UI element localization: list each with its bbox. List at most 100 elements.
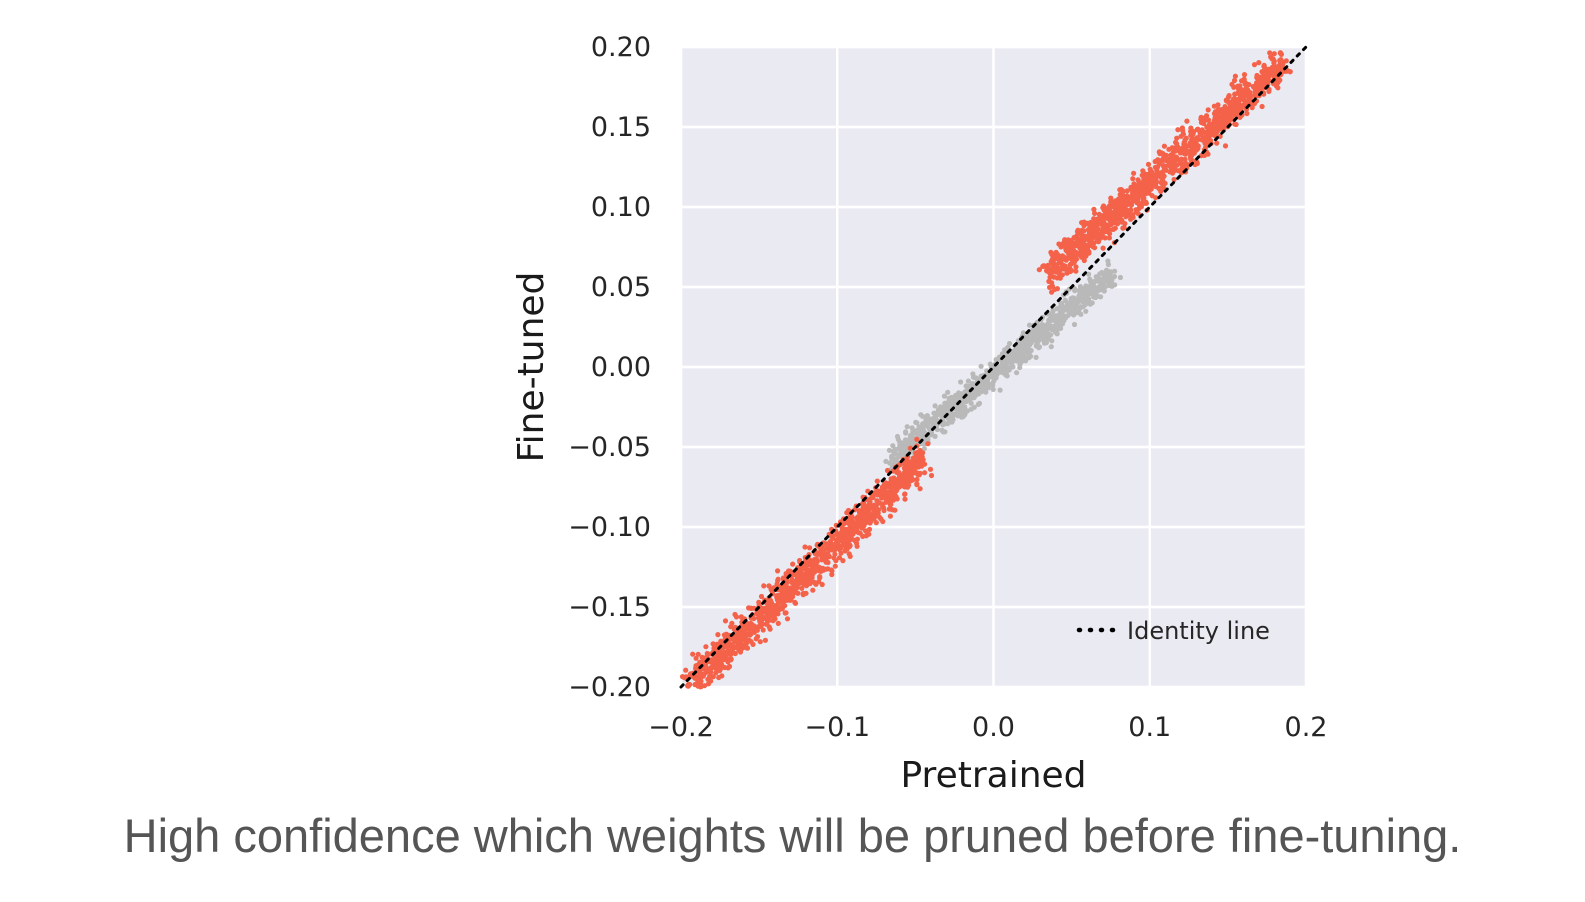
scatter-point xyxy=(1152,158,1158,165)
scatter-point xyxy=(1068,267,1075,274)
scatter-point xyxy=(815,551,821,557)
scatter-point xyxy=(988,372,994,378)
scatter-point xyxy=(846,551,852,557)
scatter-point xyxy=(757,639,763,645)
scatter-point xyxy=(999,360,1005,366)
scatter-point xyxy=(1014,352,1021,358)
scatter-point xyxy=(901,440,907,446)
scatter-point xyxy=(1076,297,1082,303)
scatter-point xyxy=(908,436,914,442)
scatter-point xyxy=(924,413,930,419)
scatter-point xyxy=(695,651,701,657)
scatter-point xyxy=(696,679,702,685)
scatter-point xyxy=(1098,294,1104,300)
scatter-point xyxy=(917,470,923,476)
scatter-point xyxy=(1131,170,1137,176)
scatter-point xyxy=(1222,143,1229,149)
scatter-point xyxy=(902,496,908,502)
scatter-point xyxy=(1049,280,1055,286)
scatter-point xyxy=(872,513,878,520)
scatter-point xyxy=(758,593,765,600)
scatter-point xyxy=(1112,200,1119,206)
scatter-point xyxy=(1161,143,1167,149)
scatter-point xyxy=(1170,152,1176,158)
x-tick-label: −0.2 xyxy=(648,712,714,743)
scatter-point xyxy=(825,566,831,572)
scatter-point xyxy=(845,528,851,534)
scatter-point xyxy=(1117,274,1123,281)
scatter-point xyxy=(809,566,815,572)
scatter-point xyxy=(741,623,747,629)
scatter-point xyxy=(790,561,796,567)
scatter-point xyxy=(852,537,858,544)
scatter-point xyxy=(953,411,959,417)
scatter-point xyxy=(1064,270,1070,276)
scatter-point xyxy=(1182,137,1188,143)
scatter-point xyxy=(904,424,910,430)
scatter-point xyxy=(861,502,868,508)
scatter-point xyxy=(692,682,698,688)
scatter-point xyxy=(1007,340,1013,347)
scatter-point xyxy=(775,576,781,582)
scatter-point xyxy=(1048,258,1054,265)
scatter-point xyxy=(1118,212,1124,218)
scatter-point xyxy=(813,581,819,587)
scatter-point xyxy=(1081,219,1087,225)
scatter-point xyxy=(701,671,707,677)
scatter-point xyxy=(1278,51,1284,58)
scatter-point xyxy=(942,400,948,406)
scatter-point xyxy=(1113,219,1119,226)
scatter-point xyxy=(914,436,920,442)
scatter-point xyxy=(1171,168,1178,174)
scatter-point xyxy=(1061,239,1067,245)
scatter-point xyxy=(853,527,859,533)
scatter-point xyxy=(1004,368,1011,374)
scatter-point xyxy=(920,431,926,438)
scatter-point xyxy=(1171,147,1178,153)
scatter-point xyxy=(965,378,972,384)
scatter-point xyxy=(1157,151,1163,157)
scatter-point xyxy=(990,386,996,392)
scatter-point xyxy=(742,643,748,649)
scatter-point xyxy=(1243,81,1250,87)
y-tick-label: −0.20 xyxy=(568,672,651,703)
scatter-point xyxy=(1254,72,1260,79)
scatter-point xyxy=(1241,72,1248,78)
scatter-point xyxy=(1195,126,1201,132)
scatter-point xyxy=(1068,297,1074,303)
scatter-point xyxy=(707,673,713,679)
scatter-point xyxy=(1053,269,1060,275)
scatter-point xyxy=(768,613,774,619)
scatter-point xyxy=(1256,60,1262,66)
scatter-point xyxy=(798,579,804,585)
scatter-point xyxy=(1243,86,1249,92)
scatter-point xyxy=(1174,141,1180,147)
scatter-point xyxy=(1087,276,1093,282)
y-tick-label: 0.20 xyxy=(591,32,651,63)
scatter-point xyxy=(953,397,959,404)
scatter-point xyxy=(848,521,854,527)
scatter-point xyxy=(887,513,894,519)
scatter-point xyxy=(784,616,791,622)
scatter-point xyxy=(1073,264,1079,270)
scatter-point xyxy=(1188,125,1194,131)
scatter-point xyxy=(713,670,719,676)
scatter-point xyxy=(1247,89,1253,96)
scatter-point xyxy=(1143,191,1149,197)
scatter-point xyxy=(847,542,853,548)
legend-identity-label: Identity line xyxy=(1127,617,1270,645)
scatter-point xyxy=(1046,323,1052,329)
scatter-point xyxy=(866,526,873,533)
scatter-point xyxy=(1078,231,1084,237)
scatter-point xyxy=(871,503,877,509)
y-tick-label: 0.05 xyxy=(591,272,651,303)
scatter-point xyxy=(861,523,867,529)
scatter-point xyxy=(1128,202,1135,208)
x-tick-label: 0.1 xyxy=(1128,712,1171,743)
y-tick-label: −0.10 xyxy=(568,512,651,543)
scatter-point xyxy=(978,363,984,369)
scatter-point xyxy=(763,607,770,613)
scatter-point xyxy=(795,590,801,596)
scatter-point xyxy=(1045,265,1051,271)
scatter-point xyxy=(1244,110,1250,117)
